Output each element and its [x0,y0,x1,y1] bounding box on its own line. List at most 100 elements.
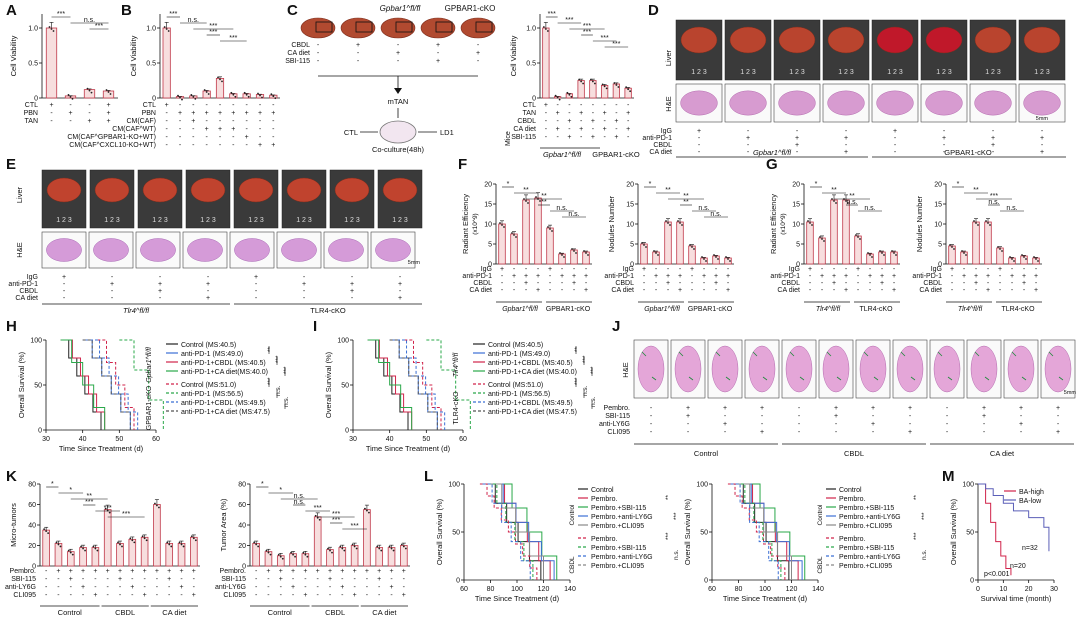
c-bar-mark: + [567,118,571,125]
c-bar-mark: - [615,110,618,117]
f-left-bar [534,197,542,265]
b-mark: + [178,110,182,117]
b-y-tick-label: 1.0 [146,26,156,33]
k-right-mark: - [353,576,356,583]
j-mark: - [761,413,764,420]
g-right-mark: - [975,266,978,273]
b-row-label: CM(CAF^GPBAR1-KO+WT) [67,134,156,141]
k-left-bar [140,536,149,567]
c-bar-mark: - [627,134,630,141]
a-mark: + [68,110,72,117]
l-right-legend-label: Pembro.+SBI-115 [839,545,894,552]
d-mark: + [746,135,750,142]
h-curve-2 [64,339,106,430]
b-point [270,93,273,96]
f-left-mark: + [536,287,540,294]
k-right-group-label: CA diet [372,608,397,617]
k-left-sig-label: ** [87,493,93,500]
f-right-mark: - [679,266,682,273]
i-sig-label: *** [574,377,581,385]
k-left-mark: - [45,576,48,583]
f-left-mark: - [585,266,588,273]
m-x-tick-label: 20 [1025,586,1033,593]
k-left-point [180,543,183,546]
g-right-mark: - [999,287,1002,294]
c-bar-mark: - [603,134,606,141]
i-curve-5 [426,339,471,430]
f-right-point [701,256,703,258]
f-left-mark: - [549,273,552,280]
k-left-point [108,511,111,514]
h-curve-7 [82,339,131,430]
i-curve-4 [404,339,442,430]
k-right-mark: + [316,568,320,575]
g-right-y-tick-label: 10 [934,222,942,229]
f-left-point [535,196,537,198]
g-right-mark: - [1023,266,1026,273]
d-ruler: 1 2 3 [789,69,805,76]
h-sig-label: n.s. [275,385,282,396]
k-right-point [368,511,370,514]
m-x-tick-label: 10 [999,586,1007,593]
f-right-mark: - [679,280,682,287]
j-mark: + [871,421,875,428]
e-row-label: CBDL [19,288,38,295]
e-mark: - [159,274,162,281]
g-left-sig-label: n.s. [864,205,875,212]
k-left-mark: - [156,576,159,583]
f-right-point [679,222,681,224]
e-mark: + [206,281,210,288]
k-right-point [306,555,309,558]
k-right-mark: + [377,576,381,583]
d-liver-photo [876,26,914,54]
d-row-label: CBDL [653,142,672,149]
g-left-point [855,234,857,236]
h-y-tick-label: 100 [30,338,42,345]
k-left-point [131,539,134,542]
k-left-group-label: CBDL [115,608,135,617]
k-left-row-label: SBI-115 [11,576,36,583]
f-left-mark: - [525,266,528,273]
b-mark: - [165,142,168,149]
k-left-mark: - [193,584,196,591]
c-bar-row-label: CTL [523,102,536,109]
c-mice-label: Mice [505,131,512,146]
h-legend-label: anti-PD-1+CA diet (MS:47.5) [181,409,270,416]
f-right-point [689,244,691,246]
j-mark: - [835,429,838,436]
k-left-row-label: anti-LY6G [5,584,36,591]
k-right-sig-label: *** [314,505,322,512]
b-point [245,93,248,96]
g-right-point [1021,254,1023,256]
j-mark: + [908,429,912,436]
k-right-row-label: anti-LY6G [215,584,246,591]
f-right-point [717,258,719,260]
j-arrow-marker [974,351,990,381]
b-mark: - [272,134,275,141]
k-left-mark: + [143,592,147,599]
i-curve-6 [397,339,446,430]
f-right-point [665,220,667,222]
g-left-mark: - [857,273,860,280]
g-right-mark: - [1035,266,1038,273]
k-left-bar [153,504,161,567]
m-legend-label: BA-high [1019,489,1044,496]
e-mark: + [206,295,210,302]
e-mark: - [399,288,402,295]
h-curve-5 [119,339,164,430]
l-left-legend-label: Pembro.+SBI-115 [591,505,646,512]
l-left-x-tick-label: 120 [538,586,550,593]
b-mark: - [245,142,248,149]
e-mark: + [254,274,258,281]
k-right-bar [363,509,371,567]
g-left-y-label: Radiant Efficiency [769,194,778,254]
c-liver-shape [380,17,416,39]
c-bar-mark: - [592,126,595,133]
d-ruler: 1 2 3 [887,69,903,76]
m-p-value: p<0.001 [984,571,1010,578]
b-mark: + [205,110,209,117]
k-right-mark: - [378,592,381,599]
c-mark: - [477,42,480,49]
j-arrow-marker [752,351,768,381]
j-arrow-marker [937,351,953,381]
